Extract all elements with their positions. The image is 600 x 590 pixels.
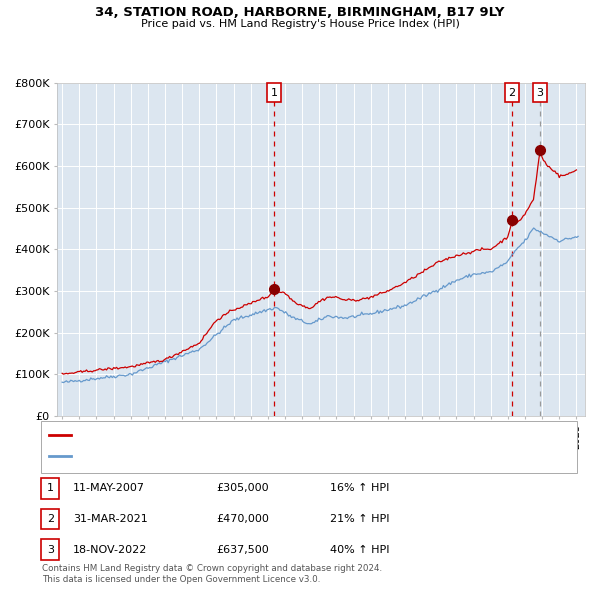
Text: Contains HM Land Registry data © Crown copyright and database right 2024.: Contains HM Land Registry data © Crown c… [42, 565, 382, 573]
Text: 18-NOV-2022: 18-NOV-2022 [73, 545, 148, 555]
Text: 3: 3 [536, 88, 544, 97]
Text: 11-MAY-2007: 11-MAY-2007 [73, 483, 145, 493]
Text: 31-MAR-2021: 31-MAR-2021 [73, 514, 148, 524]
Text: 1: 1 [271, 88, 278, 97]
Text: This data is licensed under the Open Government Licence v3.0.: This data is licensed under the Open Gov… [42, 575, 320, 584]
Text: £470,000: £470,000 [216, 514, 269, 524]
Text: 3: 3 [47, 545, 54, 555]
Text: 1: 1 [47, 483, 54, 493]
Text: Price paid vs. HM Land Registry's House Price Index (HPI): Price paid vs. HM Land Registry's House … [140, 19, 460, 29]
Text: £637,500: £637,500 [216, 545, 269, 555]
Text: 21% ↑ HPI: 21% ↑ HPI [330, 514, 389, 524]
Text: HPI: Average price, detached house, Birmingham: HPI: Average price, detached house, Birm… [76, 451, 321, 461]
Text: 34, STATION ROAD, HARBORNE, BIRMINGHAM, B17 9LY (detached house): 34, STATION ROAD, HARBORNE, BIRMINGHAM, … [76, 430, 440, 440]
Text: £305,000: £305,000 [216, 483, 269, 493]
Text: 40% ↑ HPI: 40% ↑ HPI [330, 545, 389, 555]
Text: 2: 2 [47, 514, 54, 524]
Text: 34, STATION ROAD, HARBORNE, BIRMINGHAM, B17 9LY: 34, STATION ROAD, HARBORNE, BIRMINGHAM, … [95, 6, 505, 19]
Text: 2: 2 [509, 88, 516, 97]
Text: 16% ↑ HPI: 16% ↑ HPI [330, 483, 389, 493]
